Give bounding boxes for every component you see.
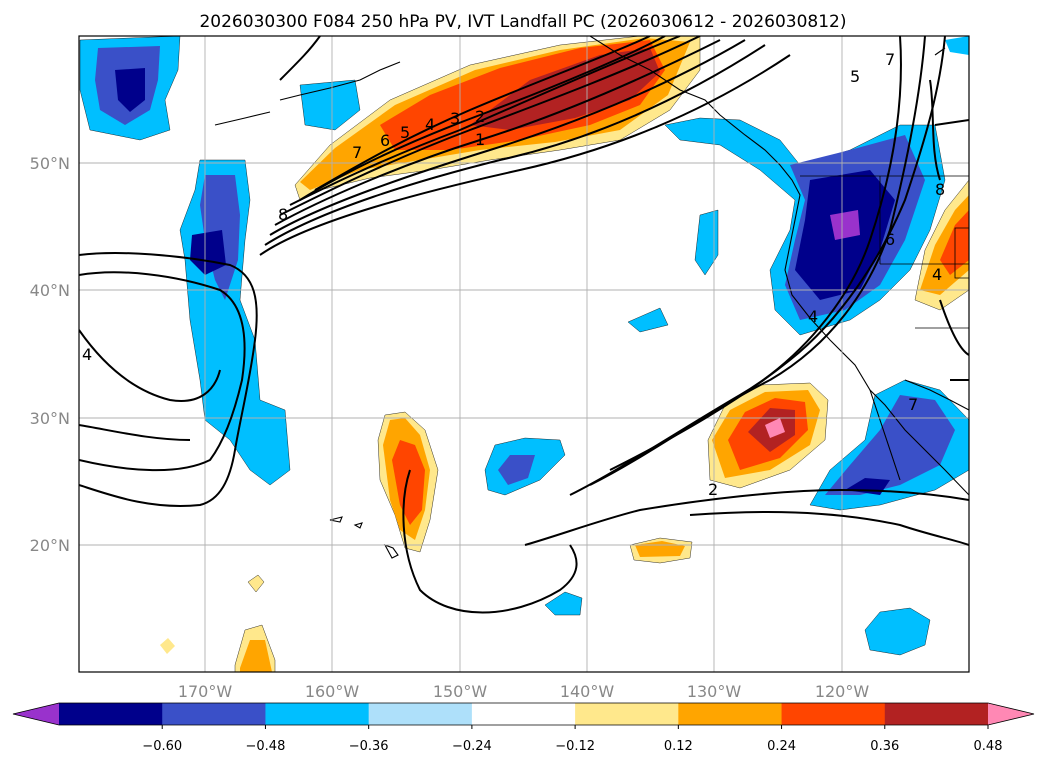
lon-label: 120°W [815,682,870,701]
colorbar: −0.60 −0.48 −0.36 −0.24 −0.12 0.12 0.24 0.36 0.4… [12,702,1035,754]
colorbar-tick-label: −0.36 [349,739,389,754]
contour-label: 6 [885,230,895,249]
colorbar-tick-label: −0.12 [555,739,595,754]
map-title: 2026030300 F084 250 hPa PV, IVT Landfall… [199,12,846,32]
lat-label: 30°N [30,409,70,428]
colorbar-high-extension [988,703,1034,725]
lon-label: 170°W [178,682,233,701]
shaded-anomaly-fields [79,36,969,672]
contour-label: 6 [380,131,390,150]
contour-label: 7 [908,395,918,414]
colorbar-cell [471,703,576,725]
contour-label: 7 [352,143,362,162]
colorbar-tick-label: 0.24 [767,739,796,754]
contour-label: 5 [400,123,410,142]
contour-label: 1 [475,130,485,149]
lon-label: 160°W [305,682,360,701]
lat-label: 50°N [30,154,70,173]
latitude-labels: 20°N 30°N 40°N 50°N [30,154,70,555]
lon-label: 130°W [687,682,742,701]
lon-label: 150°W [433,682,488,701]
colorbar-cell [678,703,783,725]
colorbar-tick-label: 0.12 [664,739,693,754]
colorbar-cell [884,703,989,725]
colorbar-tick-label: −0.48 [246,739,286,754]
contour-label: 5 [850,67,860,86]
colorbar-cell [368,703,473,725]
colorbar-low-extension [13,703,59,725]
longitude-labels: 170°W 160°W 150°W 140°W 130°W 120°W [178,682,870,701]
colorbar-cell [575,703,679,725]
colorbar-cell [59,703,163,725]
colorbar-tick-label: −0.24 [452,739,492,754]
contour-labels: 7 6 5 4 3 2 1 8 4 2 7 5 8 6 4 4 7 [82,50,945,499]
lat-label: 40°N [30,281,70,300]
lon-label: 140°W [560,682,615,701]
contour-label: 4 [932,265,942,284]
contour-label: 8 [935,180,945,199]
colorbar-tick-label: −0.60 [142,739,182,754]
colorbar-cell [781,703,886,725]
contour-label: 4 [808,307,818,326]
graticule [79,36,969,672]
pv-contours [79,36,969,614]
map-area: 7 6 5 4 3 2 1 8 4 2 7 5 8 6 4 4 7 [79,36,969,672]
contour-label: 2 [708,480,718,499]
map-frame [78,35,970,673]
colorbar-tick-label: 0.48 [974,739,1003,754]
contour-label: 4 [82,345,92,364]
contour-label: 4 [425,115,435,134]
contour-label: 3 [450,109,460,128]
contour-label: 8 [278,205,288,224]
contour-label: 7 [885,50,895,69]
colorbar-tick-label: 0.36 [870,739,899,754]
contour-label: 2 [475,107,485,126]
colorbar-cell [265,703,370,725]
lat-label: 20°N [30,536,70,555]
coastlines [214,36,969,559]
colorbar-cell [162,703,266,725]
